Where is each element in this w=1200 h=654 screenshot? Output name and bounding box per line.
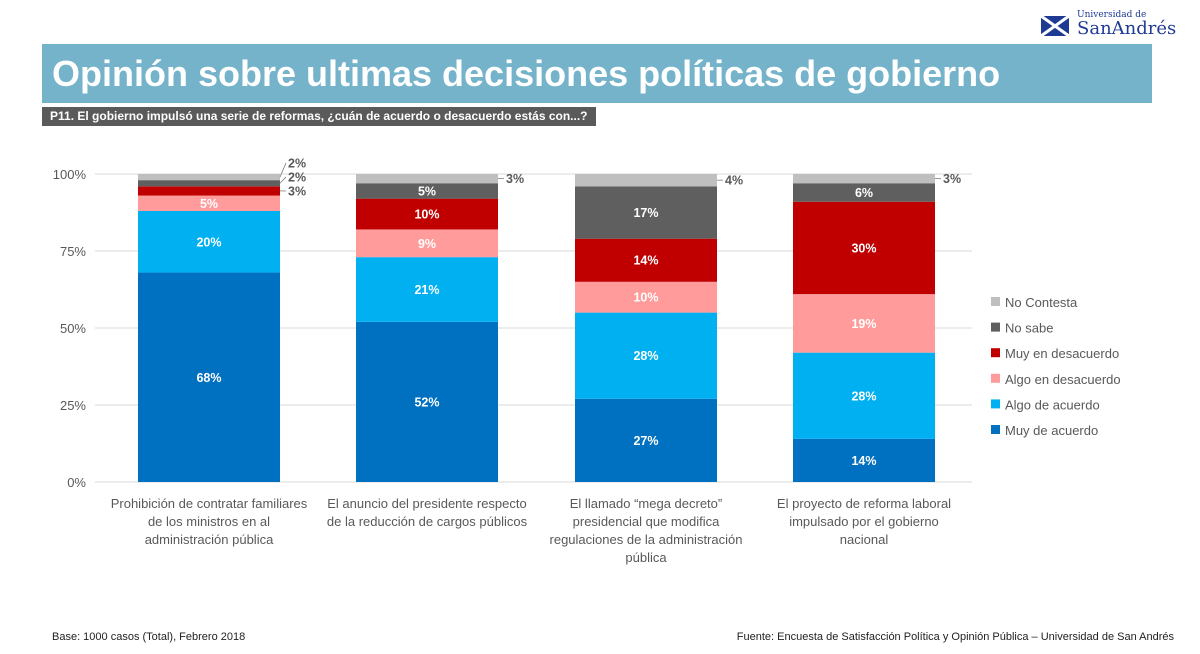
category-label: impulsado por el gobierno: [789, 514, 939, 529]
category-label: regulaciones de la administración: [550, 532, 743, 547]
legend-label: No sabe: [1005, 321, 1053, 336]
legend-label: No Contesta: [1005, 295, 1078, 310]
data-label: 52%: [414, 395, 439, 409]
bar-segment: [138, 195, 280, 211]
category-label: de los ministros en al: [148, 514, 270, 529]
data-label: 3%: [943, 172, 961, 186]
y-tick-label: 50%: [60, 321, 86, 336]
data-label: 14%: [633, 254, 658, 268]
data-label: 17%: [633, 206, 658, 220]
category-label: administración pública: [145, 532, 274, 547]
data-label: 6%: [855, 186, 873, 200]
category-label: El anuncio del presidente respecto: [327, 496, 526, 511]
data-label: 5%: [418, 184, 436, 198]
data-label: 20%: [196, 235, 221, 249]
bar-segment: [575, 312, 717, 399]
legend-label: Algo en desacuerdo: [1005, 372, 1121, 387]
y-tick-label: 100%: [53, 167, 87, 182]
bar-segment: [793, 201, 935, 295]
y-tick-label: 0%: [67, 475, 86, 490]
legend-label: Muy en desacuerdo: [1005, 346, 1119, 361]
category-label: El llamado “mega decreto”: [570, 496, 722, 511]
logo-text-big: SanAndrés: [1077, 18, 1177, 39]
bar-segment: [575, 398, 717, 482]
data-label: 2%: [288, 170, 306, 184]
bar-segment: [356, 198, 498, 230]
university-logo: Universidad de SanAndrés: [1035, 10, 1185, 44]
bar-segment: [138, 272, 280, 482]
bar-segment: [575, 238, 717, 282]
bar-segment: [138, 180, 280, 187]
data-label: 21%: [414, 283, 439, 297]
bar-segment: [356, 183, 498, 199]
bar-segment: [575, 186, 717, 239]
bar-segment: [356, 321, 498, 482]
category-label: presidencial que modifica: [573, 514, 720, 529]
data-label-leader: [279, 176, 287, 184]
data-label: 27%: [633, 434, 658, 448]
category-label: de la reducción de cargos públicos: [327, 514, 528, 529]
footer-base: Base: 1000 casos (Total), Febrero 2018: [52, 631, 246, 643]
bar-segment: [793, 352, 935, 439]
logo-shield-icon: [1040, 14, 1070, 38]
bar-segment: [793, 294, 935, 353]
category-label: pública: [625, 550, 667, 565]
data-label: 10%: [633, 291, 658, 305]
data-label: 30%: [851, 241, 876, 255]
question-subtitle: P11. El gobierno impulsó una serie de re…: [42, 107, 596, 126]
legend-swatch: [991, 322, 1000, 332]
bar-segment: [356, 257, 498, 322]
category-label: Prohibición de contratar familiares: [111, 496, 308, 511]
data-label: 10%: [414, 208, 439, 222]
bar-segment: [575, 281, 717, 313]
data-label: 68%: [196, 371, 221, 385]
bar-segment: [793, 183, 935, 202]
y-tick-label: 25%: [60, 398, 86, 413]
data-label: 19%: [851, 317, 876, 331]
category-label: El proyecto de reforma laboral: [777, 496, 951, 511]
data-label: 28%: [633, 349, 658, 363]
y-tick-label: 75%: [60, 244, 86, 259]
page-title: Opinión sobre ultimas decisiones polític…: [42, 44, 1152, 103]
bar-segment: [138, 210, 280, 273]
legend-swatch: [991, 373, 1000, 383]
data-label-leader: [279, 162, 287, 178]
data-label: 2%: [288, 156, 306, 170]
legend-swatch: [991, 425, 1000, 434]
data-label: 3%: [506, 172, 524, 186]
bar-segment: [138, 186, 280, 196]
data-label: 9%: [418, 237, 436, 251]
legend-label: Algo de acuerdo: [1005, 397, 1100, 412]
data-label: 14%: [851, 454, 876, 468]
legend-label: Muy de acuerdo: [1005, 423, 1098, 438]
footer-source: Fuente: Encuesta de Satisfacción Polític…: [736, 631, 1174, 643]
legend-swatch: [991, 348, 1000, 358]
data-label: 5%: [200, 197, 218, 211]
bar-segment: [138, 174, 280, 181]
data-label: 3%: [288, 184, 306, 198]
bar-segment: [793, 174, 935, 184]
legend-swatch: [991, 399, 1000, 409]
data-label: 28%: [851, 389, 876, 403]
bar-segment: [356, 174, 498, 184]
bar-segment: [793, 438, 935, 482]
logo-text-small: Universidad de: [1077, 10, 1147, 20]
category-label: nacional: [840, 532, 889, 547]
bar-segment: [356, 229, 498, 258]
legend-swatch: [991, 297, 1000, 306]
data-label: 4%: [725, 174, 743, 188]
bar-segment: [575, 174, 717, 187]
